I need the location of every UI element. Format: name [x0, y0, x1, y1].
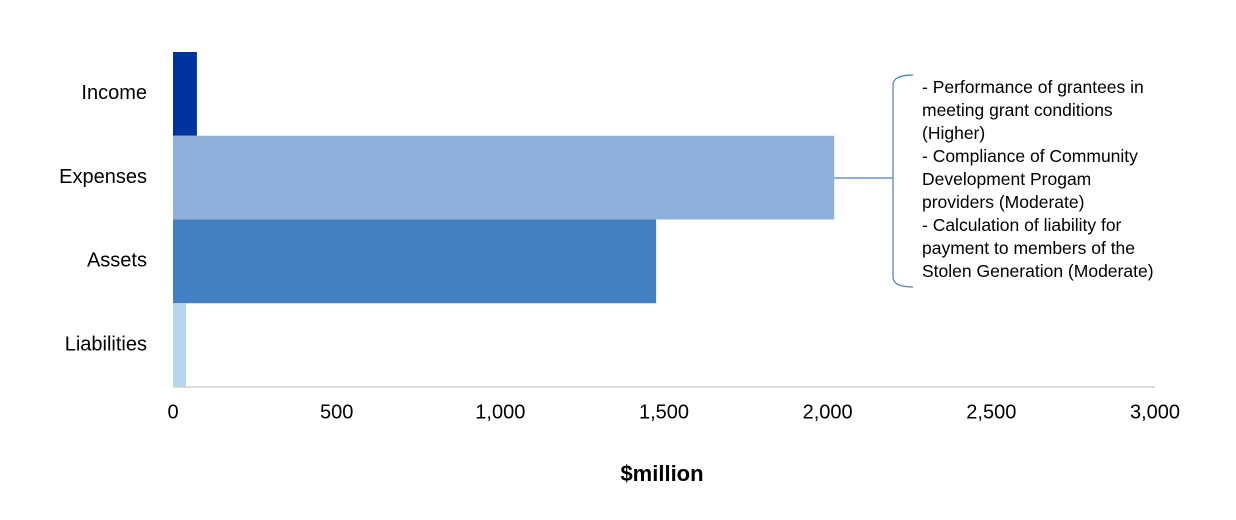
annotation-line: providers (Moderate)	[922, 192, 1084, 212]
annotation-line: payment to members of the	[922, 238, 1135, 258]
y-tick-label: Assets	[87, 250, 147, 272]
annotation-line: Stolen Generation (Moderate)	[922, 261, 1154, 281]
annotation-line: - Compliance of Community	[922, 146, 1138, 166]
annotation-line: - Performance of grantees in	[922, 77, 1144, 97]
x-tick-label: 2,000	[803, 401, 853, 423]
bar	[173, 135, 835, 220]
annotation-line: Development Progam	[922, 169, 1091, 189]
annotation-bracket	[834, 74, 914, 288]
bar	[173, 52, 197, 136]
x-tick-label: 500	[320, 401, 353, 423]
x-tick-label: 3,000	[1130, 401, 1180, 423]
y-tick-label: Liabilities	[65, 333, 147, 355]
x-tick-label: 1,000	[475, 401, 525, 423]
annotation-line: meeting grant conditions	[922, 100, 1113, 120]
y-tick-label: Income	[81, 82, 147, 104]
x-tick-label: 2,500	[966, 401, 1016, 423]
y-tick-label: Expenses	[59, 166, 147, 188]
x-tick-label: 0	[167, 401, 178, 423]
annotation-line: - Calculation of liability for	[922, 215, 1122, 235]
bar	[173, 219, 657, 304]
x-tick-label: 1,500	[639, 401, 689, 423]
annotation-line: (Higher)	[922, 123, 985, 143]
bar	[173, 303, 187, 387]
x-axis-title: $million	[620, 461, 703, 486]
